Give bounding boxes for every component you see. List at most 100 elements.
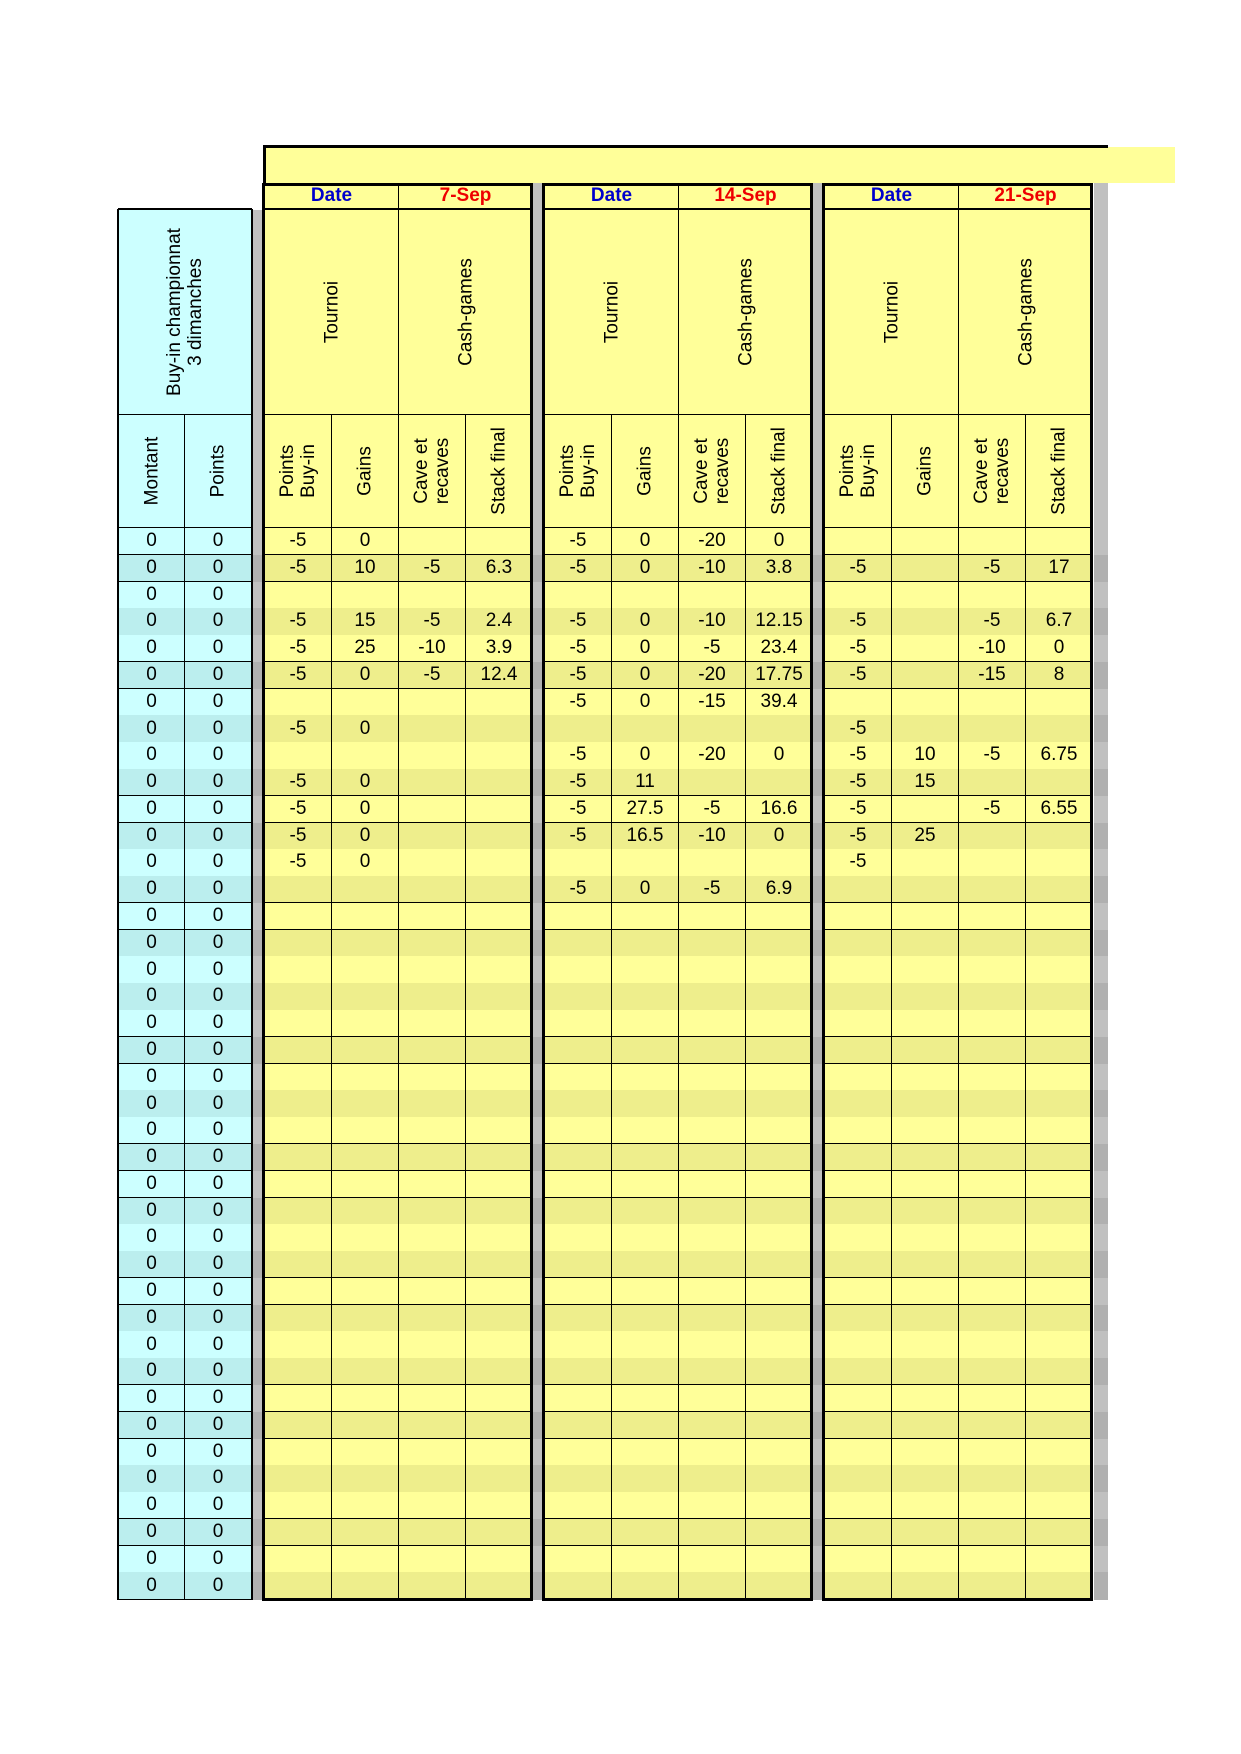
data-cell[interactable] (466, 849, 533, 877)
data-cell[interactable] (825, 1411, 892, 1439)
data-cell[interactable] (332, 1438, 399, 1466)
data-cell[interactable] (545, 1492, 612, 1520)
data-cell[interactable] (746, 1277, 813, 1306)
data-cell[interactable] (1026, 956, 1093, 984)
data-cell[interactable]: -5 (265, 528, 332, 556)
data-cell[interactable] (892, 1572, 959, 1600)
data-cell[interactable]: -5 (825, 769, 892, 797)
data-cell[interactable]: -5 (545, 635, 612, 663)
data-cell[interactable]: -15 (679, 688, 746, 716)
data-cell[interactable] (746, 1117, 813, 1145)
data-cell[interactable] (892, 929, 959, 957)
data-cell[interactable] (612, 1411, 679, 1439)
left-cell-montant[interactable]: 0 (118, 1384, 185, 1413)
data-cell[interactable] (746, 1545, 813, 1573)
data-cell[interactable]: 10 (332, 554, 399, 583)
left-cell-points[interactable]: 0 (185, 822, 252, 850)
left-cell-points[interactable]: 0 (185, 876, 252, 904)
data-cell[interactable] (265, 1251, 332, 1279)
data-cell[interactable] (1026, 1036, 1093, 1065)
data-cell[interactable] (825, 528, 892, 556)
data-cell[interactable] (825, 1117, 892, 1145)
data-cell[interactable]: -10 (959, 635, 1026, 663)
data-cell[interactable] (466, 1572, 533, 1600)
data-cell[interactable] (679, 1304, 746, 1332)
data-cell[interactable] (746, 1518, 813, 1547)
data-cell[interactable] (466, 1438, 533, 1466)
left-cell-montant[interactable]: 0 (118, 1197, 185, 1225)
data-cell[interactable] (892, 1465, 959, 1493)
data-cell[interactable] (746, 1438, 813, 1466)
data-cell[interactable] (612, 849, 679, 877)
data-cell[interactable] (892, 1304, 959, 1332)
left-cell-montant[interactable]: 0 (118, 608, 185, 636)
data-cell[interactable] (265, 1411, 332, 1439)
data-cell[interactable] (332, 1411, 399, 1439)
column-header[interactable]: Points Buy-in (545, 415, 612, 528)
data-cell[interactable] (332, 876, 399, 904)
data-cell[interactable] (466, 1492, 533, 1520)
data-cell[interactable] (825, 1518, 892, 1547)
data-cell[interactable] (825, 1197, 892, 1225)
data-cell[interactable] (825, 929, 892, 957)
data-cell[interactable] (892, 608, 959, 636)
data-cell[interactable] (265, 929, 332, 957)
data-cell[interactable] (466, 1277, 533, 1306)
data-cell[interactable] (892, 661, 959, 690)
data-cell[interactable] (959, 1063, 1026, 1091)
data-cell[interactable] (959, 1010, 1026, 1038)
data-cell[interactable] (1026, 1358, 1093, 1386)
data-cell[interactable] (466, 1251, 533, 1279)
data-cell[interactable] (545, 581, 612, 609)
data-cell[interactable] (332, 1304, 399, 1332)
data-cell[interactable] (332, 688, 399, 716)
data-cell[interactable] (892, 554, 959, 583)
data-cell[interactable] (892, 528, 959, 556)
data-cell[interactable] (959, 902, 1026, 931)
data-cell[interactable]: 25 (892, 822, 959, 850)
data-cell[interactable] (825, 1304, 892, 1332)
data-cell[interactable] (612, 1277, 679, 1306)
data-cell[interactable]: -5 (959, 608, 1026, 636)
data-cell[interactable]: -20 (679, 742, 746, 770)
data-cell[interactable]: -10 (679, 608, 746, 636)
data-cell[interactable] (892, 715, 959, 743)
data-cell[interactable] (959, 1545, 1026, 1573)
left-cell-montant[interactable]: 0 (118, 688, 185, 716)
data-cell[interactable] (825, 1170, 892, 1198)
data-cell[interactable] (545, 1251, 612, 1279)
data-cell[interactable]: 0 (612, 554, 679, 583)
left-cell-montant[interactable]: 0 (118, 876, 185, 904)
data-cell[interactable] (545, 1010, 612, 1038)
data-cell[interactable] (1026, 1492, 1093, 1520)
data-cell[interactable] (746, 902, 813, 931)
data-cell[interactable] (825, 1036, 892, 1065)
data-cell[interactable] (545, 956, 612, 984)
data-cell[interactable] (332, 1143, 399, 1172)
data-cell[interactable]: 0 (612, 876, 679, 904)
data-cell[interactable] (679, 1492, 746, 1520)
data-cell[interactable]: 3.8 (746, 554, 813, 583)
left-cell-montant[interactable]: 0 (118, 635, 185, 663)
data-cell[interactable] (545, 1170, 612, 1198)
left-cell-montant[interactable]: 0 (118, 1090, 185, 1118)
data-cell[interactable] (959, 1411, 1026, 1439)
data-cell[interactable]: -5 (545, 876, 612, 904)
left-cell-montant[interactable]: 0 (118, 1063, 185, 1091)
data-cell[interactable] (399, 1465, 466, 1493)
data-cell[interactable]: 6.3 (466, 554, 533, 583)
data-cell[interactable] (466, 876, 533, 904)
data-cell[interactable] (1026, 983, 1093, 1011)
left-cell-points[interactable]: 0 (185, 661, 252, 690)
data-cell[interactable] (679, 1224, 746, 1252)
data-cell[interactable] (679, 956, 746, 984)
left-cell-points[interactable]: 0 (185, 1518, 252, 1547)
data-cell[interactable] (332, 1010, 399, 1038)
data-cell[interactable]: -5 (265, 608, 332, 636)
data-cell[interactable] (892, 876, 959, 904)
data-cell[interactable] (612, 1384, 679, 1413)
left-cell-montant[interactable]: 0 (118, 1143, 185, 1172)
data-cell[interactable] (892, 1063, 959, 1091)
data-cell[interactable] (399, 1010, 466, 1038)
data-cell[interactable] (825, 1143, 892, 1172)
